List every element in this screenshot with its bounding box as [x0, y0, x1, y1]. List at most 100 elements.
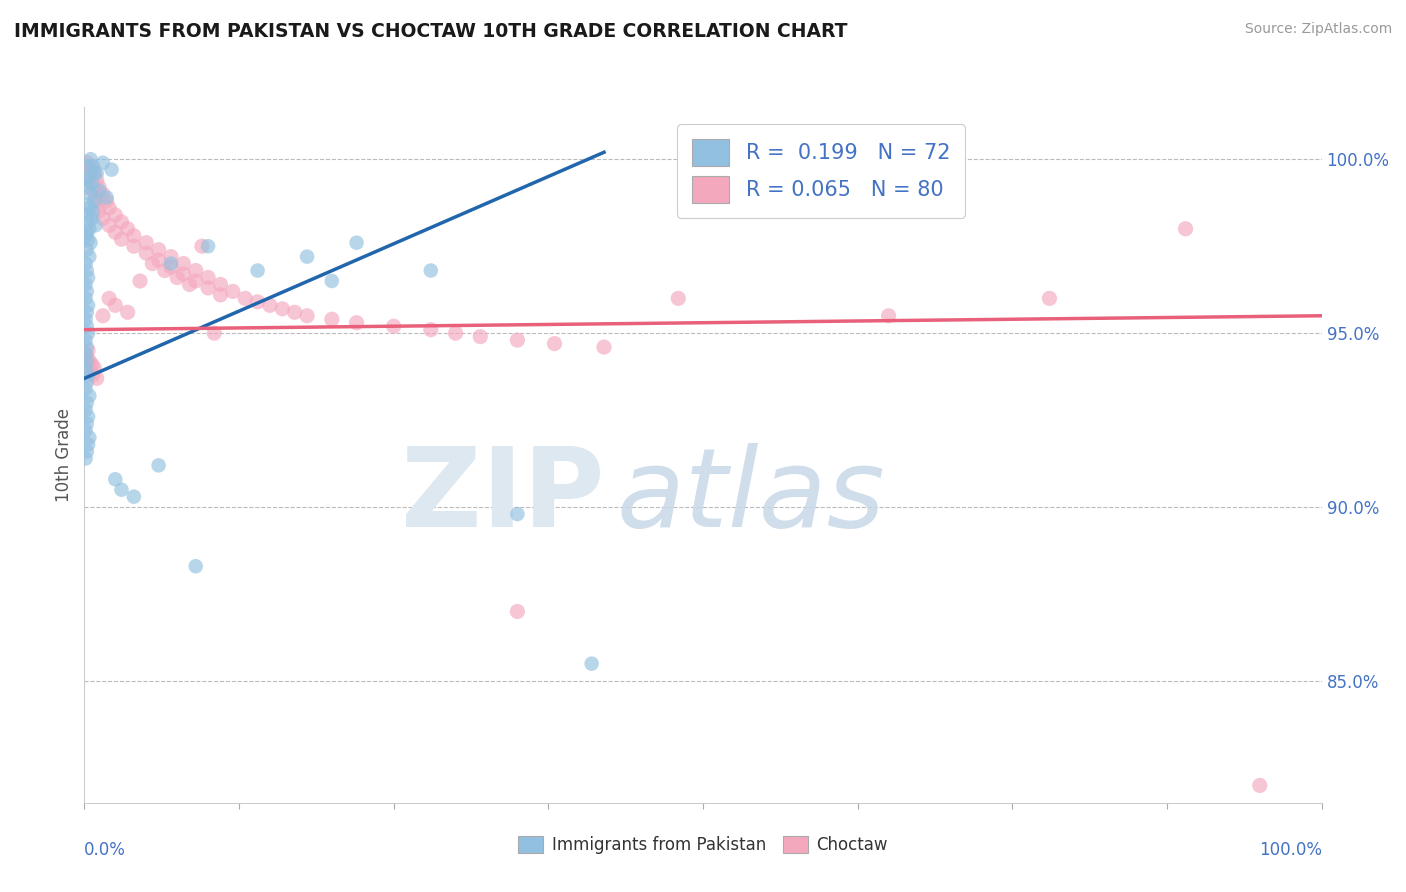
Text: Source: ZipAtlas.com: Source: ZipAtlas.com	[1244, 22, 1392, 37]
Point	[76, 444, 98, 458]
Point	[153, 263, 176, 277]
Point	[79, 152, 101, 166]
Point	[75, 347, 97, 361]
Point	[184, 559, 207, 574]
Point	[86, 166, 108, 180]
Point	[75, 360, 97, 375]
Point	[77, 197, 100, 211]
Point	[91, 155, 114, 169]
Point	[160, 256, 183, 270]
Point	[160, 260, 183, 274]
Point	[117, 305, 139, 319]
Point	[543, 336, 565, 351]
Point	[91, 186, 114, 201]
Point	[172, 267, 194, 281]
Point	[82, 368, 104, 382]
Point	[75, 277, 97, 292]
Point	[75, 451, 97, 466]
Point	[91, 309, 114, 323]
Point	[79, 169, 101, 184]
Point	[321, 274, 343, 288]
Point	[79, 364, 101, 378]
Point	[75, 228, 97, 243]
Point	[110, 215, 132, 229]
Point	[76, 395, 98, 409]
Point	[96, 190, 118, 204]
Point	[77, 326, 100, 340]
Point	[104, 225, 127, 239]
Point	[76, 285, 98, 299]
Text: 100.0%: 100.0%	[1258, 841, 1322, 859]
Point	[75, 256, 97, 270]
Point	[76, 319, 98, 334]
Point	[79, 201, 101, 215]
Point	[179, 277, 201, 292]
Point	[419, 323, 441, 337]
Point	[104, 298, 127, 312]
Point	[86, 197, 108, 211]
Point	[76, 263, 98, 277]
Y-axis label: 10th Grade: 10th Grade	[55, 408, 73, 502]
Point	[98, 219, 121, 233]
Point	[77, 368, 100, 382]
Point	[122, 228, 145, 243]
Point	[75, 291, 97, 305]
Text: IMMIGRANTS FROM PAKISTAN VS CHOCTAW 10TH GRADE CORRELATION CHART: IMMIGRANTS FROM PAKISTAN VS CHOCTAW 10TH…	[14, 22, 848, 41]
Text: 0.0%: 0.0%	[84, 841, 127, 859]
Point	[209, 277, 232, 292]
Point	[82, 204, 104, 219]
Point	[89, 204, 111, 219]
Point	[89, 180, 111, 194]
Point	[82, 159, 104, 173]
Point	[122, 239, 145, 253]
Point	[197, 270, 219, 285]
Point	[83, 194, 105, 208]
Point	[79, 250, 101, 264]
Point	[77, 437, 100, 451]
Point	[129, 274, 152, 288]
Point	[110, 483, 132, 497]
Point	[80, 177, 103, 191]
Point	[76, 305, 98, 319]
Point	[209, 288, 232, 302]
Point	[79, 389, 101, 403]
Point	[86, 173, 108, 187]
Point	[80, 211, 103, 226]
Point	[506, 333, 529, 347]
Point	[77, 343, 100, 358]
Point	[141, 256, 163, 270]
Point	[79, 169, 101, 184]
Point	[77, 215, 100, 229]
Point	[75, 347, 97, 361]
Point	[346, 235, 368, 250]
Point	[222, 285, 245, 299]
Point	[382, 319, 405, 334]
Point	[91, 211, 114, 226]
Point	[77, 270, 100, 285]
Point	[419, 263, 441, 277]
Point	[77, 162, 100, 177]
Legend: Immigrants from Pakistan, Choctaw: Immigrants from Pakistan, Choctaw	[512, 829, 894, 861]
Point	[75, 382, 97, 396]
Point	[295, 250, 318, 264]
Point	[77, 180, 100, 194]
Point	[75, 402, 97, 417]
Point	[148, 458, 170, 473]
Point	[76, 173, 98, 187]
Point	[160, 250, 183, 264]
Point	[79, 186, 101, 201]
Point	[148, 243, 170, 257]
Point	[98, 201, 121, 215]
Point	[1249, 778, 1271, 792]
Point	[79, 430, 101, 444]
Point	[470, 329, 492, 343]
Point	[135, 235, 157, 250]
Text: ZIP: ZIP	[401, 443, 605, 550]
Point	[76, 243, 98, 257]
Point	[593, 340, 616, 354]
Point	[75, 333, 97, 347]
Point	[83, 360, 105, 375]
Point	[1038, 291, 1060, 305]
Point	[83, 166, 105, 180]
Point	[104, 472, 127, 486]
